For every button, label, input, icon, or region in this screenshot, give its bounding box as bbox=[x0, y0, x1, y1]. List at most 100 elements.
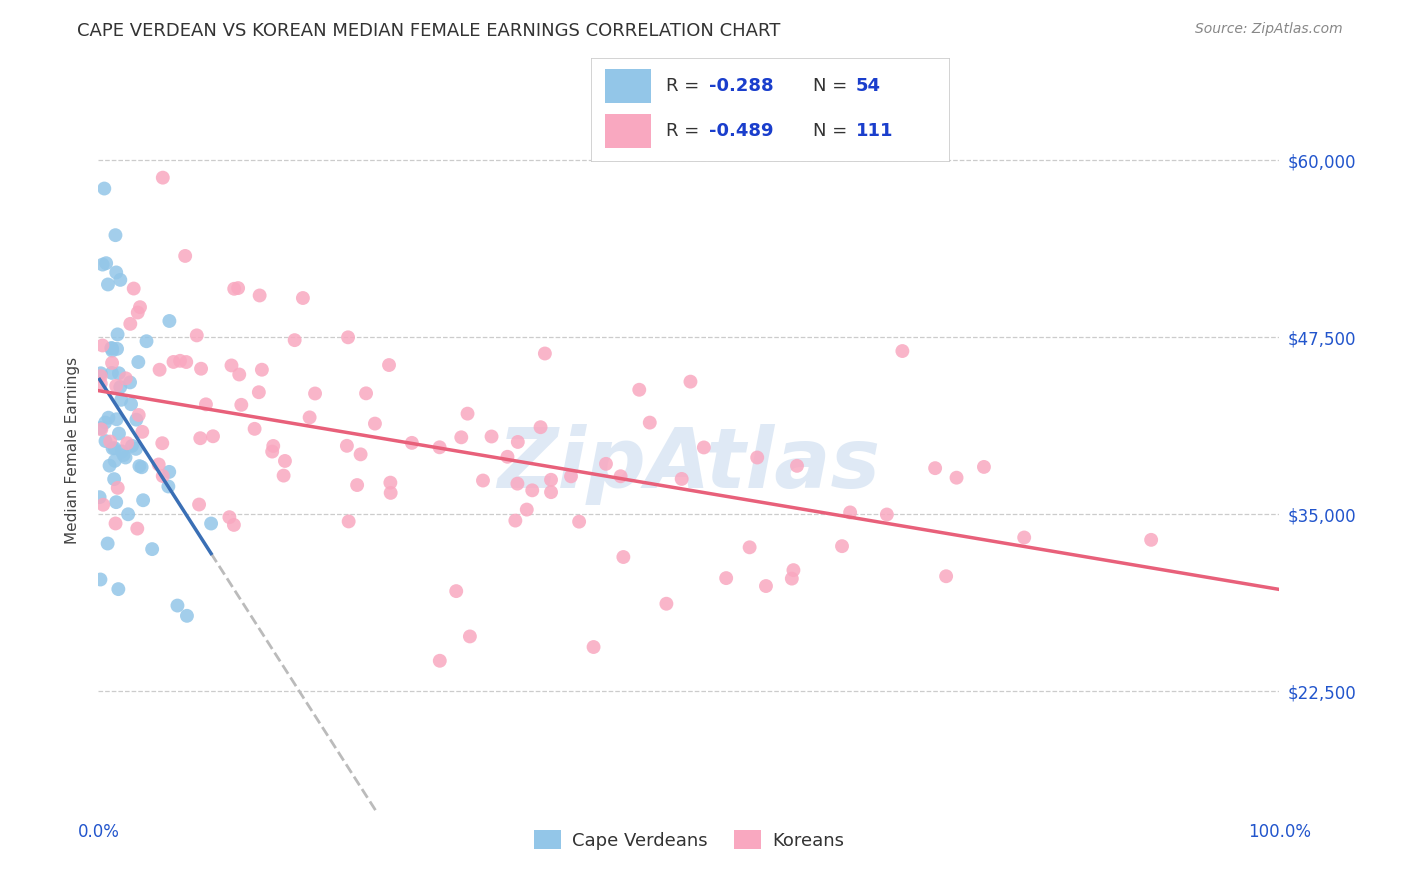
Text: -0.288: -0.288 bbox=[709, 78, 773, 95]
Point bbox=[103, 472, 125, 486]
Point bbox=[540, 473, 562, 487]
Point bbox=[891, 344, 914, 359]
Point bbox=[107, 327, 129, 342]
Point bbox=[108, 366, 131, 380]
Point bbox=[228, 368, 250, 382]
Point bbox=[127, 305, 149, 319]
Point bbox=[127, 522, 149, 536]
Point bbox=[105, 412, 128, 426]
Point bbox=[141, 542, 163, 557]
Point bbox=[429, 654, 451, 668]
Point bbox=[364, 417, 387, 431]
Point bbox=[129, 300, 152, 314]
Point bbox=[935, 569, 957, 583]
Point bbox=[105, 495, 128, 509]
Y-axis label: Median Female Earnings: Median Female Earnings bbox=[65, 357, 80, 544]
Point bbox=[105, 342, 128, 356]
Point bbox=[560, 469, 582, 483]
Point bbox=[1012, 531, 1035, 545]
Point bbox=[108, 426, 131, 441]
Point bbox=[582, 640, 605, 654]
Point bbox=[117, 508, 139, 522]
Point bbox=[349, 447, 371, 461]
Point bbox=[97, 536, 120, 550]
Text: 111: 111 bbox=[856, 122, 893, 140]
Point bbox=[655, 597, 678, 611]
Point bbox=[131, 460, 153, 475]
Point bbox=[128, 408, 150, 422]
Point bbox=[174, 355, 197, 369]
Point bbox=[157, 314, 180, 328]
Point bbox=[496, 450, 519, 464]
Point bbox=[638, 416, 661, 430]
Point bbox=[101, 356, 124, 370]
Text: N =: N = bbox=[813, 78, 853, 95]
Point bbox=[90, 421, 112, 435]
Point bbox=[190, 361, 212, 376]
Point bbox=[89, 490, 111, 504]
Point bbox=[152, 469, 174, 483]
Point bbox=[152, 170, 174, 185]
Text: CAPE VERDEAN VS KOREAN MEDIAN FEMALE EARNINGS CORRELATION CHART: CAPE VERDEAN VS KOREAN MEDIAN FEMALE EAR… bbox=[77, 22, 780, 40]
Point bbox=[516, 502, 538, 516]
Point bbox=[118, 376, 141, 390]
Point bbox=[104, 228, 127, 243]
Point bbox=[222, 517, 245, 532]
Point bbox=[101, 366, 124, 380]
Point bbox=[782, 563, 804, 577]
Point bbox=[671, 472, 693, 486]
Point bbox=[101, 442, 124, 456]
Text: R =: R = bbox=[666, 122, 704, 140]
Point bbox=[284, 333, 307, 347]
Point bbox=[104, 454, 127, 468]
Point bbox=[90, 422, 112, 436]
Point bbox=[298, 410, 321, 425]
Point bbox=[107, 481, 129, 495]
Point bbox=[337, 330, 360, 344]
Text: Source: ZipAtlas.com: Source: ZipAtlas.com bbox=[1195, 22, 1343, 37]
Point bbox=[176, 608, 198, 623]
Point bbox=[506, 434, 529, 449]
Point bbox=[169, 354, 191, 368]
Point bbox=[125, 412, 148, 426]
Point bbox=[780, 572, 803, 586]
Point bbox=[98, 434, 121, 449]
Point bbox=[876, 508, 898, 522]
Point bbox=[157, 479, 180, 493]
Point bbox=[94, 416, 117, 430]
Point bbox=[274, 454, 297, 468]
Point bbox=[747, 450, 769, 465]
Point bbox=[194, 397, 217, 411]
Point bbox=[595, 457, 617, 471]
Point bbox=[714, 571, 737, 585]
Point bbox=[90, 366, 112, 380]
Point bbox=[337, 515, 360, 529]
Point bbox=[540, 485, 562, 500]
Point bbox=[534, 346, 557, 360]
Point bbox=[291, 291, 314, 305]
Point bbox=[98, 458, 121, 473]
Point bbox=[120, 317, 142, 331]
Point bbox=[149, 362, 172, 376]
Point bbox=[105, 379, 128, 393]
Point bbox=[831, 539, 853, 553]
Point bbox=[174, 249, 197, 263]
Point bbox=[401, 435, 423, 450]
Point bbox=[94, 434, 117, 448]
Point bbox=[243, 422, 266, 436]
Point bbox=[157, 465, 180, 479]
Point bbox=[110, 273, 132, 287]
Point bbox=[304, 386, 326, 401]
Point bbox=[97, 410, 120, 425]
Point bbox=[121, 439, 143, 453]
Point bbox=[273, 468, 295, 483]
Point bbox=[91, 338, 114, 352]
Point bbox=[786, 458, 808, 473]
Point bbox=[150, 436, 173, 450]
Point bbox=[90, 376, 112, 391]
Point bbox=[186, 328, 208, 343]
Point bbox=[104, 516, 127, 531]
Point bbox=[90, 369, 112, 384]
Point bbox=[839, 505, 862, 519]
Point bbox=[429, 440, 451, 454]
